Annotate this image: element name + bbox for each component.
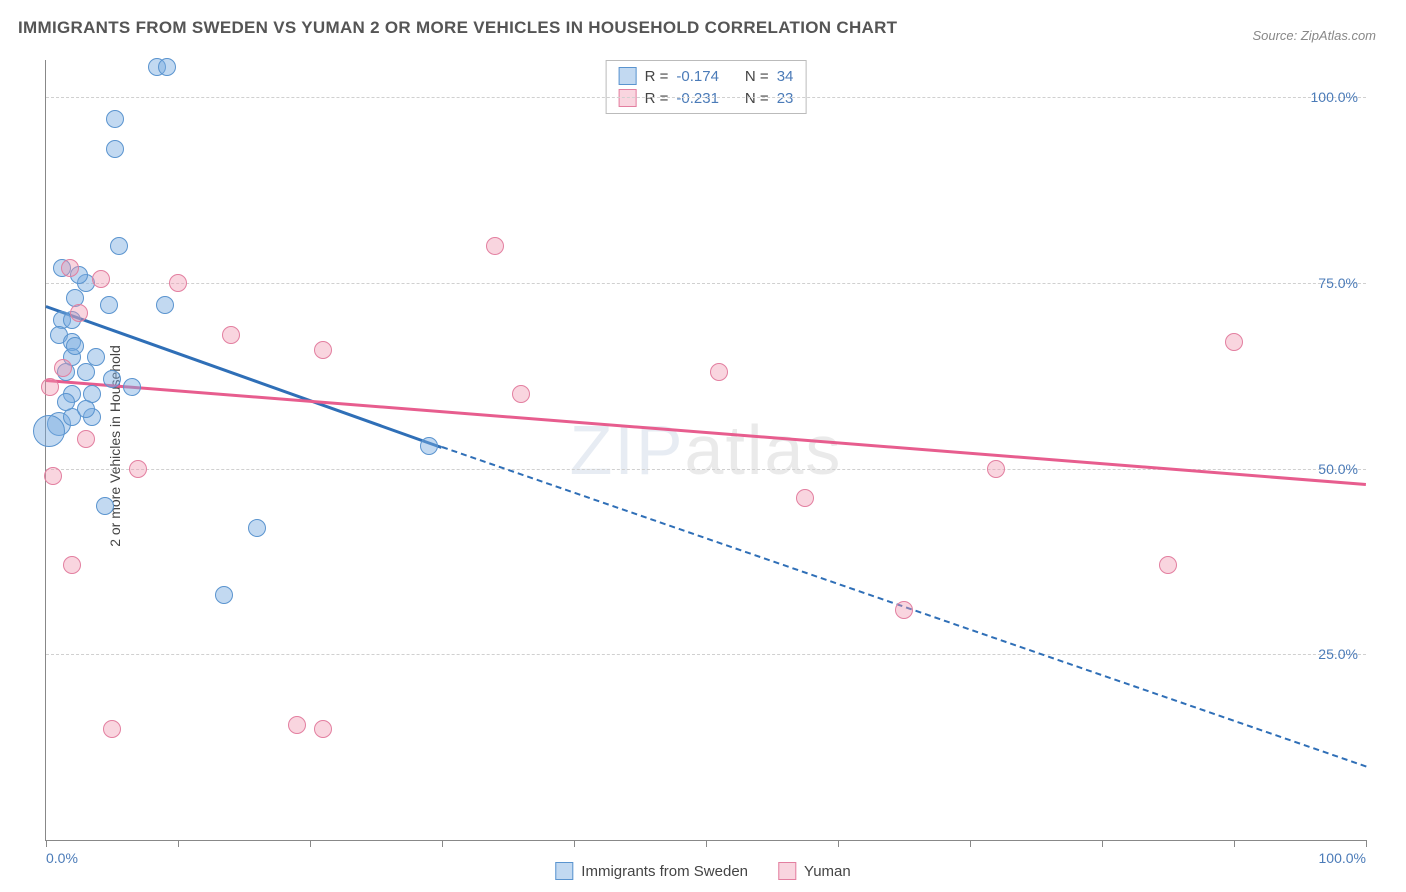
x-tick bbox=[1102, 840, 1103, 847]
x-tick bbox=[442, 840, 443, 847]
gridline bbox=[46, 283, 1366, 284]
legend-row: R = -0.174 N = 34 bbox=[619, 65, 794, 87]
legend-swatch bbox=[555, 862, 573, 880]
y-tick-label: 75.0% bbox=[1318, 275, 1358, 291]
x-tick bbox=[838, 840, 839, 847]
legend-n-label: N = bbox=[745, 68, 769, 85]
watermark: ZIPatlas bbox=[570, 410, 843, 490]
y-tick-label: 100.0% bbox=[1311, 89, 1358, 105]
scatter-plot: ZIPatlas R =-0.174N =34R =-0.231N =23 25… bbox=[45, 60, 1366, 841]
data-point bbox=[420, 437, 438, 455]
x-tick bbox=[178, 840, 179, 847]
x-tick-label: 100.0% bbox=[1319, 850, 1366, 866]
data-point bbox=[1225, 333, 1243, 351]
data-point bbox=[710, 363, 728, 381]
data-point bbox=[895, 601, 913, 619]
data-point bbox=[110, 237, 128, 255]
x-tick bbox=[706, 840, 707, 847]
legend-item: Immigrants from Sweden bbox=[555, 862, 748, 880]
legend-r-value: -0.174 bbox=[676, 68, 719, 85]
data-point bbox=[77, 400, 95, 418]
legend-n-value: 34 bbox=[777, 68, 794, 85]
data-point bbox=[70, 304, 88, 322]
data-point bbox=[222, 326, 240, 344]
data-point bbox=[288, 716, 306, 734]
source-label: Source: ZipAtlas.com bbox=[1252, 28, 1376, 43]
data-point bbox=[92, 270, 110, 288]
series-legend: Immigrants from Sweden Yuman bbox=[555, 862, 850, 880]
x-tick bbox=[1234, 840, 1235, 847]
x-tick-label: 0.0% bbox=[46, 850, 78, 866]
data-point bbox=[103, 720, 121, 738]
gridline bbox=[46, 97, 1366, 98]
data-point bbox=[1159, 556, 1177, 574]
trend-line bbox=[46, 379, 1366, 485]
legend-item: Yuman bbox=[778, 862, 851, 880]
data-point bbox=[96, 497, 114, 515]
data-point bbox=[248, 519, 266, 537]
data-point bbox=[106, 110, 124, 128]
data-point bbox=[156, 296, 174, 314]
x-tick bbox=[574, 840, 575, 847]
data-point bbox=[33, 415, 65, 447]
gridline bbox=[46, 654, 1366, 655]
x-tick bbox=[970, 840, 971, 847]
data-point bbox=[215, 586, 233, 604]
legend-r-label: R = bbox=[645, 68, 669, 85]
legend-swatch bbox=[619, 67, 637, 85]
data-point bbox=[57, 393, 75, 411]
data-point bbox=[512, 385, 530, 403]
x-tick bbox=[1366, 840, 1367, 847]
data-point bbox=[63, 556, 81, 574]
x-tick bbox=[46, 840, 47, 847]
stats-legend: R =-0.174N =34R =-0.231N =23 bbox=[606, 60, 807, 114]
legend-swatch bbox=[778, 862, 796, 880]
data-point bbox=[486, 237, 504, 255]
data-point bbox=[100, 296, 118, 314]
x-tick bbox=[310, 840, 311, 847]
data-point bbox=[106, 140, 124, 158]
data-point bbox=[103, 370, 121, 388]
data-point bbox=[169, 274, 187, 292]
data-point bbox=[41, 378, 59, 396]
y-tick-label: 50.0% bbox=[1318, 461, 1358, 477]
y-tick-label: 25.0% bbox=[1318, 646, 1358, 662]
data-point bbox=[54, 359, 72, 377]
data-point bbox=[796, 489, 814, 507]
legend-series-name: Yuman bbox=[804, 863, 851, 880]
data-point bbox=[61, 259, 79, 277]
data-point bbox=[123, 378, 141, 396]
data-point bbox=[66, 337, 84, 355]
data-point bbox=[77, 430, 95, 448]
data-point bbox=[158, 58, 176, 76]
data-point bbox=[129, 460, 147, 478]
legend-series-name: Immigrants from Sweden bbox=[581, 863, 748, 880]
data-point bbox=[314, 341, 332, 359]
data-point bbox=[314, 720, 332, 738]
data-point bbox=[987, 460, 1005, 478]
chart-title: IMMIGRANTS FROM SWEDEN VS YUMAN 2 OR MOR… bbox=[18, 18, 897, 38]
data-point bbox=[44, 467, 62, 485]
data-point bbox=[77, 363, 95, 381]
